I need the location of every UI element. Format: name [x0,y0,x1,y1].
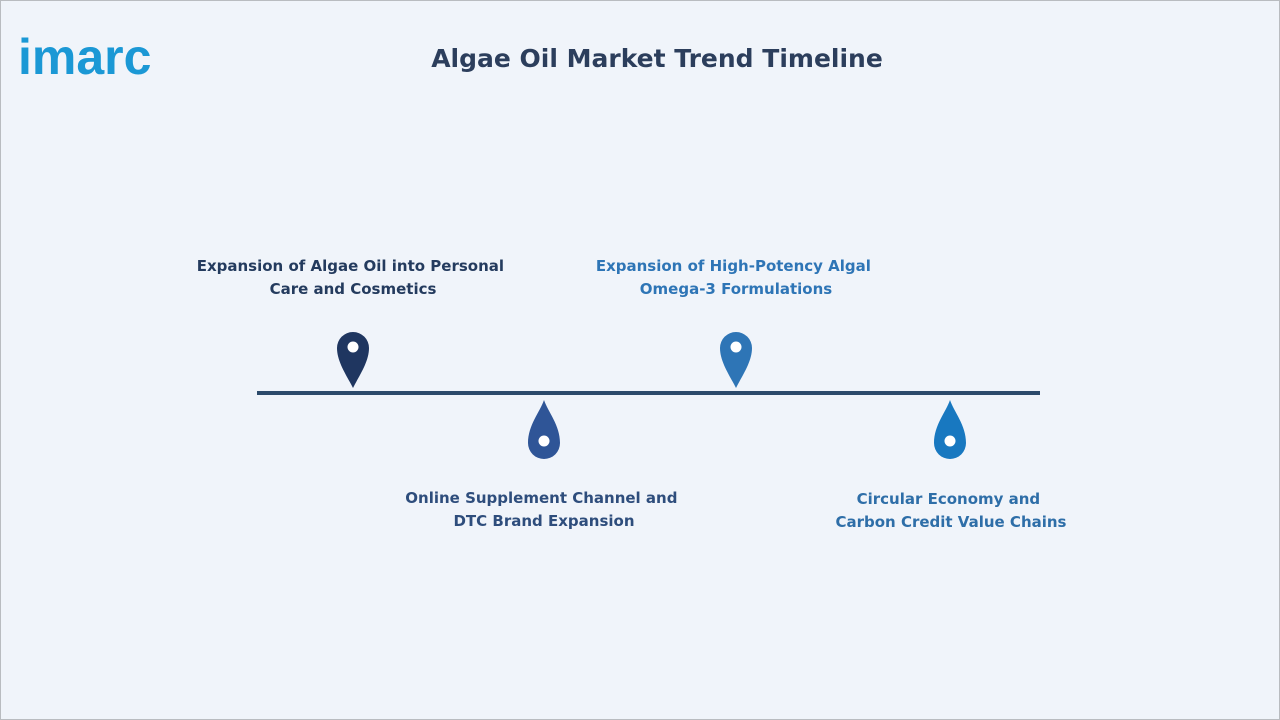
item: Expansion of Algae Oil into Personal Car… [197,257,510,388]
item-label: Circular Economy and Carbon Credit Value… [835,490,1066,531]
pin [720,332,752,388]
item: Online Supplement Channel and DTC Brand … [405,400,682,530]
title: Algae Oil Market Trend Timeline [431,44,883,73]
pin-hole [347,341,359,353]
pin [934,400,966,459]
pin-hole [538,435,550,447]
item: Expansion of High-Potency Algal Omega-3 … [596,257,876,388]
label-line: Care and Cosmetics [270,280,437,298]
label-line: Expansion of Algae Oil into Personal [197,257,504,275]
item: Circular Economy and Carbon Credit Value… [835,400,1067,531]
pin [528,400,560,459]
label-line: Expansion of High-Potency Algal [596,257,871,275]
label-line: Online Supplement Channel and [405,489,677,507]
pin-hole [944,435,956,447]
item-label: Online Supplement Channel and DTC Brand … [405,489,682,530]
label-line: Carbon Credit Value Chains [835,513,1066,531]
label-line: Omega-3 Formulations [640,280,833,298]
items: Expansion of Algae Oil into Personal Car… [197,257,1067,531]
label-line: DTC Brand Expansion [453,512,634,530]
logo: imarc [18,29,151,85]
pin [337,332,369,388]
label-line: Circular Economy and [857,490,1041,508]
item-label: Expansion of Algae Oil into Personal Car… [197,257,510,298]
pin-hole [730,341,742,353]
item-label: Expansion of High-Potency Algal Omega-3 … [596,257,876,298]
